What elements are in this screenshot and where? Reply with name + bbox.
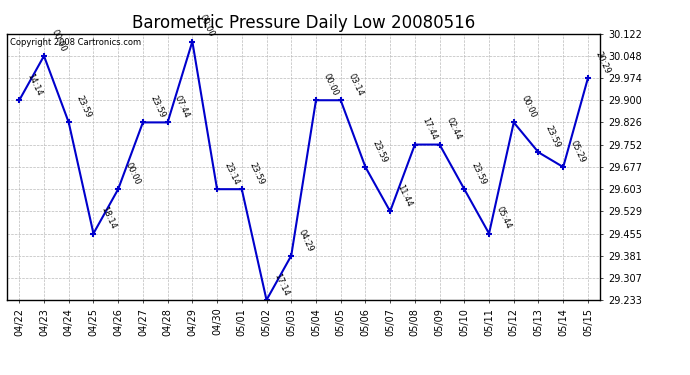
Text: 11:44: 11:44 (395, 183, 414, 209)
Text: 23:14: 23:14 (223, 161, 241, 186)
Text: 23:59: 23:59 (371, 139, 389, 164)
Text: 00:00: 00:00 (198, 13, 216, 39)
Text: 00:00: 00:00 (520, 94, 538, 120)
Text: 14:14: 14:14 (25, 72, 43, 98)
Text: 17:14: 17:14 (272, 272, 290, 297)
Text: 17:44: 17:44 (420, 116, 439, 142)
Text: 23:59: 23:59 (247, 161, 266, 186)
Text: 07:44: 07:44 (173, 94, 191, 120)
Text: 03:14: 03:14 (346, 72, 364, 98)
Text: 02:44: 02:44 (445, 117, 464, 142)
Text: 23:59: 23:59 (75, 94, 92, 120)
Text: 00:00: 00:00 (124, 161, 142, 186)
Text: Copyright 2008 Cartronics.com: Copyright 2008 Cartronics.com (10, 38, 141, 47)
Text: 00:00: 00:00 (50, 28, 68, 53)
Text: 05:44: 05:44 (495, 206, 513, 231)
Text: 23:59: 23:59 (470, 161, 488, 186)
Title: Barometric Pressure Daily Low 20080516: Barometric Pressure Daily Low 20080516 (132, 14, 475, 32)
Text: 04:29: 04:29 (297, 228, 315, 253)
Text: 23:59: 23:59 (544, 124, 562, 150)
Text: 23:59: 23:59 (148, 94, 167, 120)
Text: 00:00: 00:00 (322, 72, 339, 98)
Text: 05:29: 05:29 (569, 139, 587, 164)
Text: 20:29: 20:29 (593, 50, 612, 75)
Text: 18:14: 18:14 (99, 205, 117, 231)
